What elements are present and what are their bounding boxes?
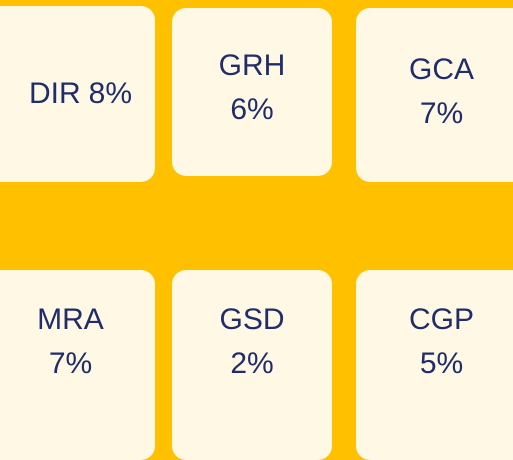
tile-name: MRA — [37, 303, 104, 336]
tile-value: 7% — [48, 347, 93, 380]
tile-name: CGP — [408, 303, 474, 336]
tile: MRA 7% — [0, 270, 155, 460]
tile-value: 6% — [230, 93, 274, 126]
tile-name: GCA — [408, 53, 474, 86]
tile-name: GSD — [219, 303, 285, 336]
tile-value: 5% — [419, 347, 464, 380]
tile: GRH 6% — [172, 8, 332, 176]
tile-name: DIR — [28, 77, 81, 110]
page: {"tiles": [ {"name": "DIR", "value": "8%… — [0, 6, 513, 460]
tile: CGP 5% — [356, 270, 513, 460]
tile: GSD 2% — [172, 270, 332, 460]
tile-value: 8% — [88, 77, 133, 110]
tile-value: 2% — [230, 347, 274, 380]
tile-name: GRH — [218, 49, 286, 82]
tile: DIR 8% — [0, 6, 155, 182]
tile: GCA 7% — [356, 8, 513, 182]
tile-value: 7% — [419, 97, 464, 130]
